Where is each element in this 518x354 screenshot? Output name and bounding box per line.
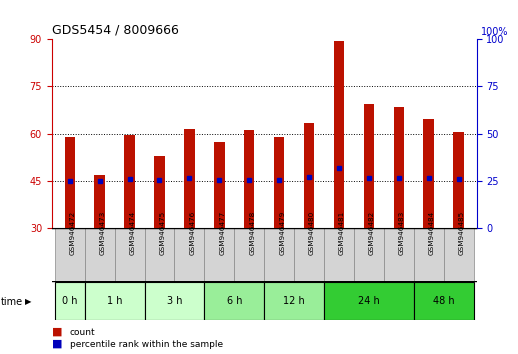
FancyBboxPatch shape: [294, 228, 324, 281]
Text: 3 h: 3 h: [167, 296, 182, 306]
Text: percentile rank within the sample: percentile rank within the sample: [70, 339, 223, 349]
Text: ▶: ▶: [25, 297, 32, 306]
Text: GSM946477: GSM946477: [219, 210, 225, 255]
Text: ■: ■: [52, 339, 62, 349]
Bar: [94, 175, 105, 228]
Bar: [304, 122, 314, 228]
Text: 0 h: 0 h: [62, 296, 78, 306]
Bar: [394, 107, 404, 228]
Text: 24 h: 24 h: [358, 296, 380, 306]
Text: GSM946479: GSM946479: [279, 210, 285, 255]
Bar: [184, 129, 195, 228]
Bar: [423, 119, 434, 228]
Text: 6 h: 6 h: [226, 296, 242, 306]
FancyBboxPatch shape: [55, 228, 85, 281]
FancyBboxPatch shape: [175, 228, 205, 281]
Text: ■: ■: [52, 327, 62, 337]
Text: GSM946478: GSM946478: [249, 210, 255, 255]
Text: 48 h: 48 h: [433, 296, 454, 306]
Bar: [364, 104, 374, 228]
Text: 12 h: 12 h: [283, 296, 305, 306]
Text: count: count: [70, 327, 95, 337]
Text: GDS5454 / 8009666: GDS5454 / 8009666: [52, 23, 179, 36]
FancyBboxPatch shape: [414, 282, 473, 320]
FancyBboxPatch shape: [384, 228, 414, 281]
Text: 100%: 100%: [481, 27, 508, 37]
FancyBboxPatch shape: [234, 228, 264, 281]
FancyBboxPatch shape: [55, 282, 85, 320]
Text: GSM946473: GSM946473: [99, 210, 106, 255]
FancyBboxPatch shape: [414, 228, 443, 281]
Bar: [453, 132, 464, 228]
Text: GSM946472: GSM946472: [70, 210, 76, 255]
Bar: [334, 40, 344, 228]
Bar: [244, 131, 254, 228]
FancyBboxPatch shape: [354, 228, 384, 281]
FancyBboxPatch shape: [85, 228, 114, 281]
FancyBboxPatch shape: [145, 228, 175, 281]
Text: GSM946481: GSM946481: [339, 210, 345, 255]
FancyBboxPatch shape: [205, 228, 234, 281]
Text: GSM946476: GSM946476: [190, 210, 195, 255]
Text: GSM946485: GSM946485: [458, 210, 465, 255]
Text: GSM946484: GSM946484: [429, 210, 435, 255]
FancyBboxPatch shape: [205, 282, 264, 320]
Text: GSM946474: GSM946474: [130, 210, 136, 255]
Text: 1 h: 1 h: [107, 296, 122, 306]
Bar: [65, 137, 75, 228]
Bar: [124, 135, 135, 228]
Bar: [154, 156, 165, 228]
Text: GSM946482: GSM946482: [369, 210, 375, 255]
FancyBboxPatch shape: [264, 282, 324, 320]
Text: time: time: [1, 297, 23, 307]
Bar: [214, 142, 224, 228]
FancyBboxPatch shape: [324, 228, 354, 281]
FancyBboxPatch shape: [324, 282, 414, 320]
FancyBboxPatch shape: [443, 228, 473, 281]
Text: GSM946483: GSM946483: [399, 210, 405, 255]
Text: GSM946480: GSM946480: [309, 210, 315, 255]
Text: GSM946475: GSM946475: [160, 210, 165, 255]
FancyBboxPatch shape: [264, 228, 294, 281]
FancyBboxPatch shape: [145, 282, 205, 320]
FancyBboxPatch shape: [114, 228, 145, 281]
FancyBboxPatch shape: [85, 282, 145, 320]
Bar: [274, 137, 284, 228]
